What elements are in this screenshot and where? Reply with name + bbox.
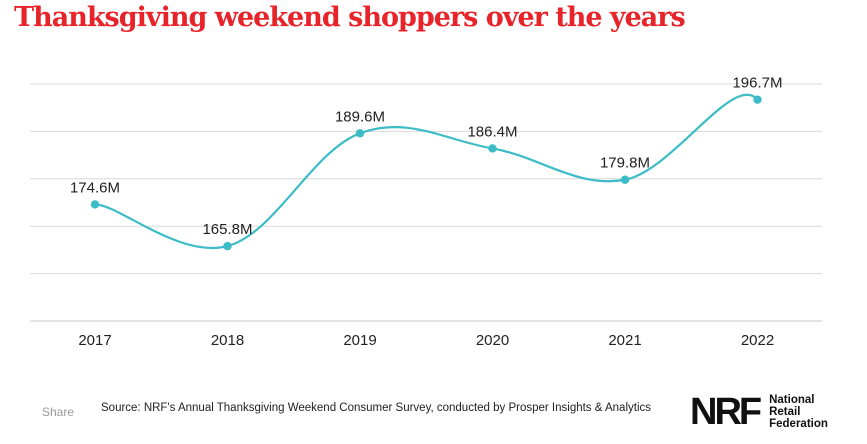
data-point xyxy=(90,200,100,209)
x-tick-label: 2019 xyxy=(343,332,376,349)
data-label: 196.7M xyxy=(732,75,782,92)
share-button[interactable]: Share xyxy=(42,405,75,419)
data-point xyxy=(223,241,232,251)
series-line xyxy=(94,93,759,250)
logo-mark: NRF xyxy=(690,391,762,433)
chart-title: Thanksgiving weekend shoppers over the y… xyxy=(14,2,686,33)
x-tick-label: 2018 xyxy=(211,332,244,349)
nrf-logo: NRF National Retail Federation xyxy=(690,392,828,432)
data-point xyxy=(620,175,630,184)
logo-name: National Retail Federation xyxy=(769,394,828,430)
data-label: 179.8M xyxy=(600,155,650,172)
data-point xyxy=(355,129,365,138)
data-label: 186.4M xyxy=(467,123,517,140)
logo-name-line: National xyxy=(769,394,815,406)
logo-name-line: Retail xyxy=(769,406,801,418)
x-tick-label: 2022 xyxy=(741,332,774,349)
data-label: 165.8M xyxy=(202,221,252,238)
logo-name-line: Federation xyxy=(769,418,828,430)
x-tick-label: 2021 xyxy=(608,332,641,349)
data-point xyxy=(753,95,762,104)
data-label: 189.6M xyxy=(335,108,385,125)
x-tick-label: 2020 xyxy=(476,332,509,349)
x-tick-label: 2017 xyxy=(78,332,111,349)
data-point xyxy=(488,144,497,153)
data-label: 174.6M xyxy=(70,179,120,196)
source-note: Source: NRF's Annual Thanksgiving Weeken… xyxy=(101,402,652,414)
